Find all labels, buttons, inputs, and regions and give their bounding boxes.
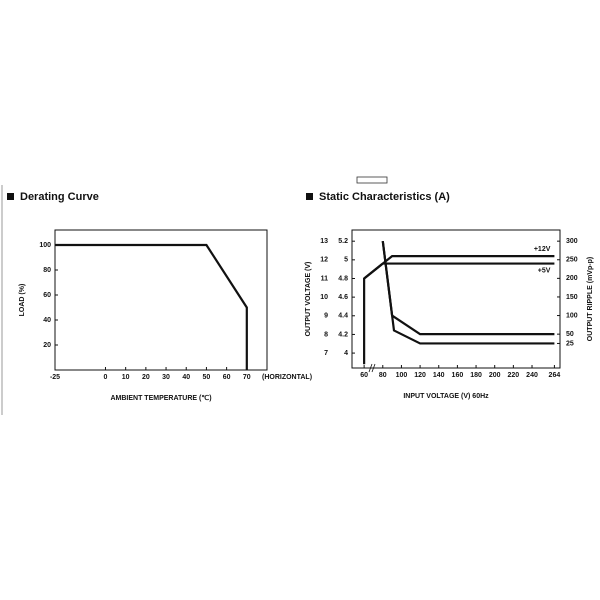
y2-axis-label: OUTPUT RIPPLE (mVp-p): [587, 257, 594, 341]
title-bullet: [7, 193, 14, 200]
y-tick-label: 300: [566, 238, 578, 245]
x-tick-label: 60: [360, 372, 368, 379]
x-tick-label: -25: [50, 374, 60, 381]
x-tick-label: 120: [414, 372, 426, 379]
series-line: [381, 241, 555, 345]
x-tick-label: 240: [526, 372, 538, 379]
x-tick-label: 0: [104, 374, 108, 381]
y-axis-label: OUTPUT VOLTAGE (V): [305, 262, 312, 337]
series-line: [55, 243, 248, 370]
x-tick-label: 70: [243, 374, 251, 381]
y-tick-label: 4.6: [338, 294, 348, 301]
series-label: +5V: [538, 267, 551, 274]
chart-title: Derating Curve: [20, 191, 99, 203]
x-tick-label: 30: [162, 374, 170, 381]
y-tick-label: 13: [320, 238, 328, 245]
y-axis-label: LOAD (%): [19, 284, 26, 317]
x-tick-label: 40: [182, 374, 190, 381]
y-tick-label: 20: [43, 342, 51, 349]
axis-break: [368, 363, 376, 373]
x-tick-label: 264: [549, 372, 561, 379]
y-tick-label: 100: [39, 242, 51, 249]
y-tick-label: 10: [320, 294, 328, 301]
y-tick-label: 4: [344, 350, 348, 357]
y-tick-label: 12: [320, 257, 328, 264]
x-tick-label: 200: [489, 372, 501, 379]
x-tick-label: 10: [122, 374, 130, 381]
plot-frame: [54, 229, 268, 371]
x-tick-label: 220: [508, 372, 520, 379]
plot-frame: [351, 229, 561, 369]
y-tick-label: 100: [566, 312, 578, 319]
y-tick-label: 25: [566, 340, 574, 347]
y-tick-label: 50: [566, 331, 574, 338]
y-tick-label: 250: [566, 257, 578, 264]
y-tick-label: 4.8: [338, 275, 348, 282]
x-axis-label: AMBIENT TEMPERATURE (℃): [110, 394, 211, 402]
y-tick-label: 4.2: [338, 331, 348, 338]
y-tick-label: 7: [324, 350, 328, 357]
title-bullet: [306, 193, 313, 200]
y-tick-label: 200: [566, 275, 578, 282]
y-tick-label: 5.2: [338, 238, 348, 245]
y-tick-label: 40: [43, 317, 51, 324]
x-note: (HORIZONTAL): [262, 374, 312, 381]
y-tick-label: 11: [321, 275, 329, 282]
series-label: +12V: [534, 246, 551, 253]
y-tick-label: 9: [324, 313, 328, 320]
x-tick-label: 50: [203, 374, 211, 381]
series-line: [363, 262, 555, 280]
y-tick-label: 8: [324, 331, 328, 338]
x-tick-label: 60: [223, 374, 231, 381]
x-tick-label: 80: [379, 372, 387, 379]
fragment-box: [356, 176, 388, 184]
y-tick-label: 60: [43, 292, 51, 299]
chart-title: Static Characteristics (A): [319, 191, 450, 203]
x-tick-label: 180: [470, 372, 482, 379]
x-tick-label: 160: [452, 372, 464, 379]
y-tick-label: 4.4: [338, 313, 348, 320]
x-axis-label: INPUT VOLTAGE (V) 60Hz: [403, 393, 489, 400]
x-tick-label: 20: [142, 374, 150, 381]
y-tick-label: 150: [566, 294, 578, 301]
y-tick-label: 80: [43, 267, 51, 274]
x-tick-label: 140: [433, 372, 445, 379]
x-tick-label: 100: [396, 372, 408, 379]
y-tick-label: 5: [344, 257, 348, 264]
